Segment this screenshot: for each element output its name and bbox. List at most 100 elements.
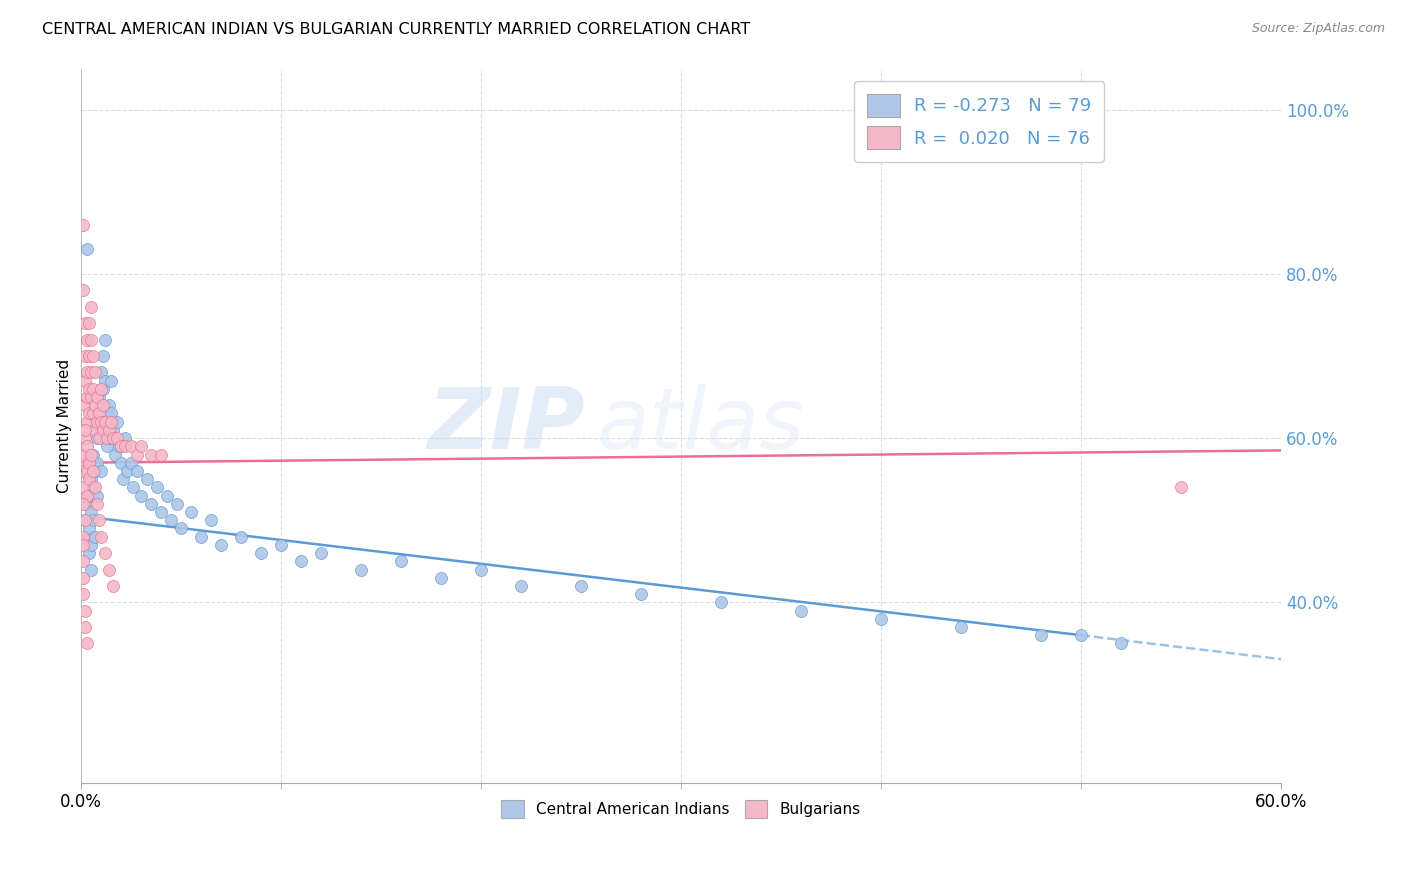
Point bbox=[389, 554, 412, 568]
Point bbox=[82, 349, 104, 363]
Point bbox=[79, 472, 101, 486]
Point bbox=[125, 448, 148, 462]
Point bbox=[97, 398, 120, 412]
Text: ZIP: ZIP bbox=[427, 384, 585, 467]
Point bbox=[149, 505, 172, 519]
Point bbox=[349, 562, 371, 576]
Point bbox=[76, 439, 98, 453]
Point bbox=[77, 472, 100, 486]
Point bbox=[229, 530, 252, 544]
Point bbox=[135, 472, 157, 486]
Point bbox=[77, 316, 100, 330]
Point bbox=[76, 497, 98, 511]
Point bbox=[73, 398, 96, 412]
Point bbox=[73, 423, 96, 437]
Point bbox=[73, 620, 96, 634]
Point bbox=[869, 612, 891, 626]
Point bbox=[96, 431, 118, 445]
Point bbox=[129, 489, 152, 503]
Point bbox=[76, 390, 98, 404]
Point bbox=[121, 480, 143, 494]
Point bbox=[180, 505, 202, 519]
Point bbox=[111, 472, 134, 486]
Text: Source: ZipAtlas.com: Source: ZipAtlas.com bbox=[1251, 22, 1385, 36]
Point bbox=[76, 530, 98, 544]
Point bbox=[89, 431, 111, 445]
Text: CENTRAL AMERICAN INDIAN VS BULGARIAN CURRENTLY MARRIED CORRELATION CHART: CENTRAL AMERICAN INDIAN VS BULGARIAN CUR… bbox=[42, 22, 751, 37]
Point bbox=[72, 497, 94, 511]
Point bbox=[249, 546, 271, 560]
Point bbox=[82, 448, 104, 462]
Point bbox=[72, 218, 94, 232]
Point bbox=[86, 390, 108, 404]
Point bbox=[120, 439, 142, 453]
Point bbox=[82, 480, 104, 494]
Point bbox=[159, 513, 181, 527]
Point bbox=[114, 439, 136, 453]
Point bbox=[83, 415, 105, 429]
Point bbox=[72, 464, 94, 478]
Point bbox=[129, 439, 152, 453]
Text: atlas: atlas bbox=[596, 384, 804, 467]
Point bbox=[429, 571, 451, 585]
Point bbox=[790, 603, 813, 617]
Point bbox=[72, 283, 94, 297]
Point bbox=[96, 407, 118, 421]
Point bbox=[1109, 636, 1132, 650]
Point bbox=[270, 538, 292, 552]
Point bbox=[72, 480, 94, 494]
Point bbox=[209, 538, 232, 552]
Point bbox=[470, 562, 492, 576]
Point bbox=[115, 464, 138, 478]
Point bbox=[91, 382, 114, 396]
Point bbox=[509, 579, 531, 593]
Point bbox=[72, 538, 94, 552]
Point bbox=[125, 464, 148, 478]
Legend: Central American Indians, Bulgarians: Central American Indians, Bulgarians bbox=[494, 792, 869, 825]
Point bbox=[87, 513, 110, 527]
Point bbox=[89, 530, 111, 544]
Point bbox=[949, 620, 972, 634]
Point bbox=[79, 333, 101, 347]
Point bbox=[89, 382, 111, 396]
Point bbox=[73, 374, 96, 388]
Point bbox=[77, 407, 100, 421]
Point bbox=[166, 497, 188, 511]
Point bbox=[83, 365, 105, 379]
Point bbox=[86, 415, 108, 429]
Point bbox=[105, 415, 128, 429]
Point bbox=[107, 439, 129, 453]
Point bbox=[72, 448, 94, 462]
Point bbox=[77, 521, 100, 535]
Point bbox=[100, 374, 122, 388]
Point bbox=[101, 579, 124, 593]
Point bbox=[76, 636, 98, 650]
Point bbox=[309, 546, 332, 560]
Point bbox=[89, 365, 111, 379]
Point bbox=[82, 407, 104, 421]
Point bbox=[73, 456, 96, 470]
Point bbox=[87, 407, 110, 421]
Point bbox=[139, 448, 162, 462]
Point bbox=[93, 546, 115, 560]
Point bbox=[139, 497, 162, 511]
Point bbox=[76, 464, 98, 478]
Point bbox=[155, 489, 177, 503]
Point bbox=[73, 603, 96, 617]
Point bbox=[1029, 628, 1052, 642]
Point bbox=[79, 365, 101, 379]
Point bbox=[87, 423, 110, 437]
Point bbox=[73, 431, 96, 445]
Point bbox=[77, 349, 100, 363]
Point bbox=[76, 365, 98, 379]
Point bbox=[1170, 480, 1192, 494]
Point bbox=[73, 316, 96, 330]
Point bbox=[290, 554, 312, 568]
Point bbox=[1070, 628, 1092, 642]
Point bbox=[86, 489, 108, 503]
Point bbox=[82, 464, 104, 478]
Point bbox=[89, 398, 111, 412]
Point bbox=[110, 456, 132, 470]
Point bbox=[97, 423, 120, 437]
Point bbox=[101, 423, 124, 437]
